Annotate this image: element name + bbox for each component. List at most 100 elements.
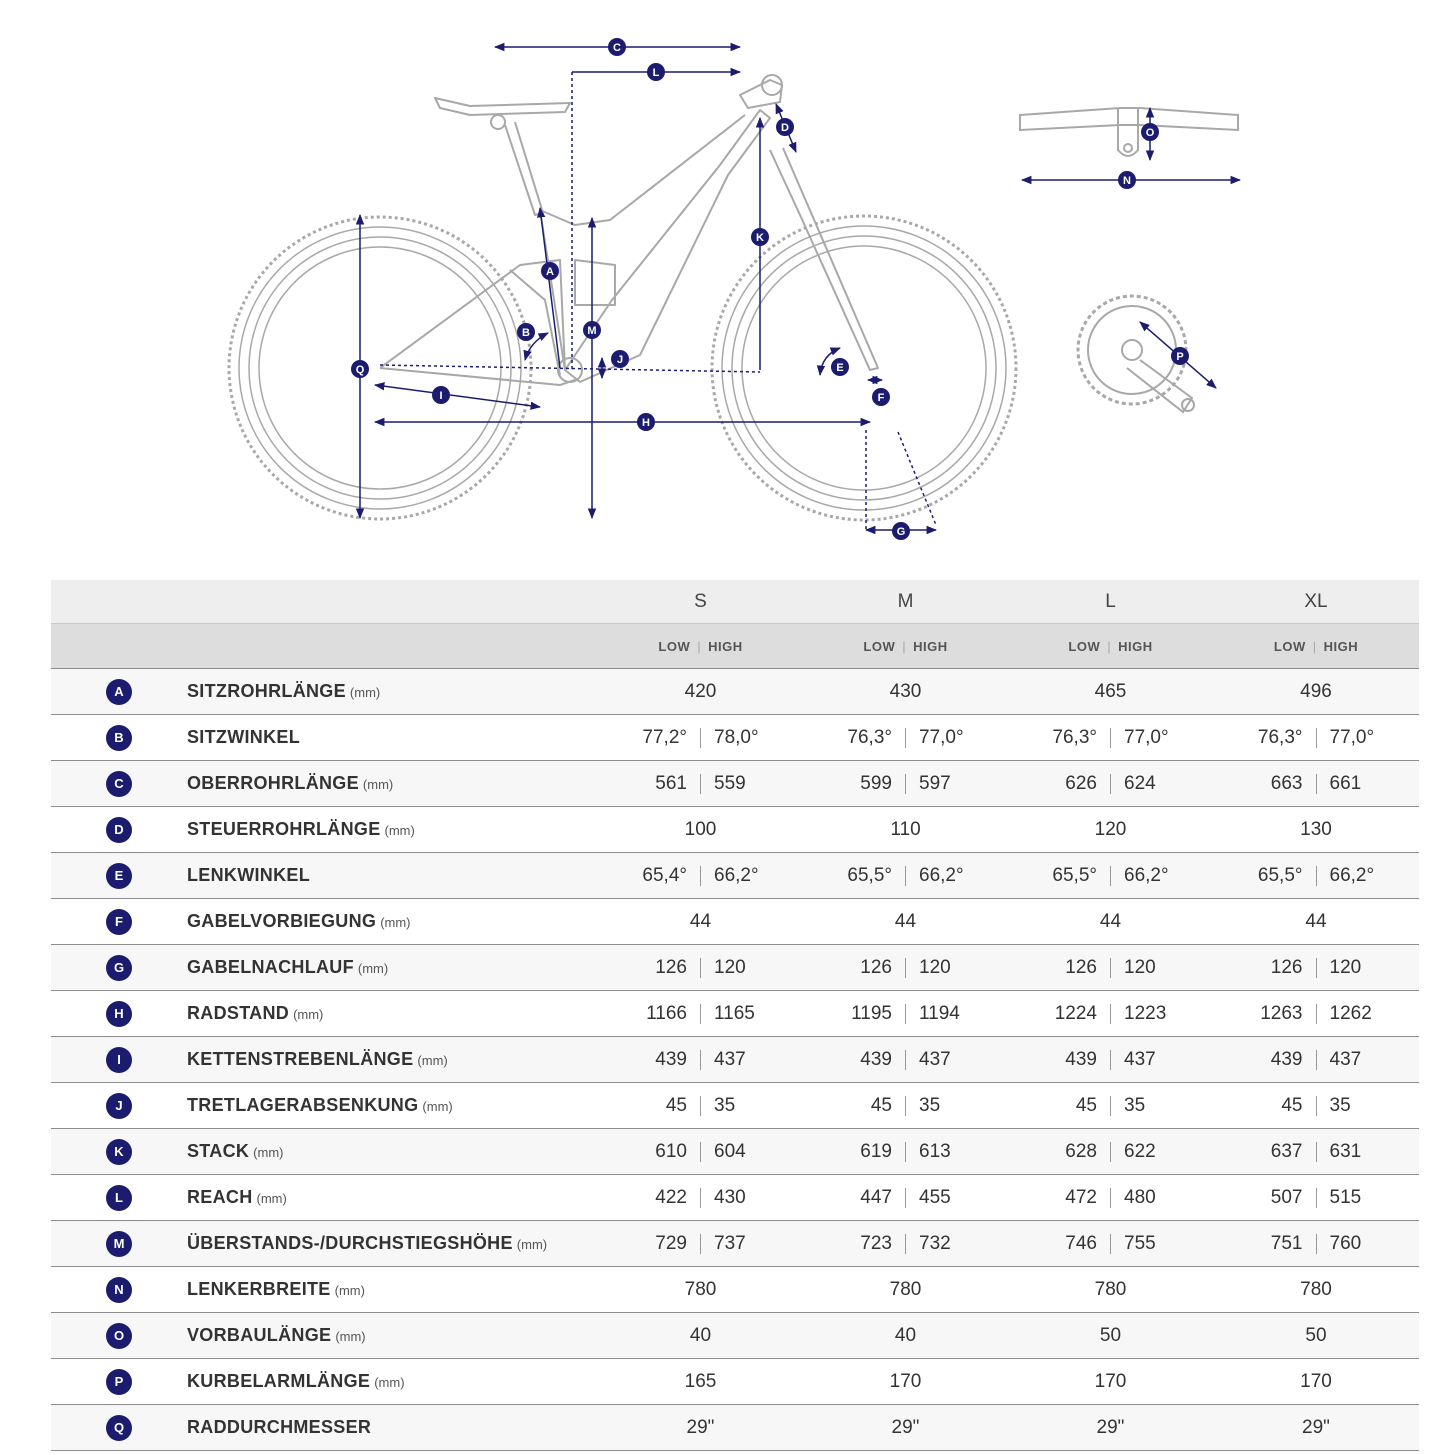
low-value: 626: [1065, 772, 1097, 794]
value-divider: [1315, 727, 1317, 748]
low-value: 507: [1270, 1186, 1303, 1208]
svg-text:F: F: [878, 392, 885, 404]
low-value: 126: [1270, 956, 1303, 978]
low-value: 422: [655, 1186, 687, 1208]
table-row: E LENKWINKEL 65,4° 66,2° 65,5° 66,2° 65,5° 66,2…: [51, 852, 1419, 899]
single-value: 100: [684, 818, 717, 840]
low-value: 619: [860, 1140, 892, 1162]
value-divider: [905, 1095, 906, 1116]
high-value: 437: [714, 1048, 746, 1070]
value-divider: [1110, 727, 1111, 748]
size-header-row: S M L XL: [51, 580, 1419, 624]
row-key-badge: C: [106, 770, 132, 797]
single-value: 496: [1300, 680, 1332, 702]
value-divider: [700, 1141, 701, 1162]
row-unit: (mm): [380, 914, 411, 930]
size-l-header: L: [1008, 580, 1213, 624]
high-value: 622: [1124, 1140, 1156, 1162]
single-value: 40: [894, 1324, 917, 1346]
row-label: STEUERROHRLÄNGE: [187, 818, 381, 839]
size-value-cell: 76,3° 77,0°: [1213, 714, 1419, 761]
handlebar-detail: [1019, 107, 1239, 157]
single-value: 170: [1300, 1370, 1332, 1392]
low-value: 76,3°: [1257, 726, 1303, 748]
value-divider: [1110, 1049, 1111, 1070]
low-value: 126: [1065, 956, 1097, 978]
table-row: D STEUERROHRLÄNGE (mm) 100 110 120 130: [51, 806, 1419, 853]
low-value: 599: [860, 772, 892, 794]
low-value: 439: [655, 1048, 687, 1070]
size-value-cell: 165: [598, 1358, 803, 1405]
high-value: 1194: [919, 1002, 960, 1024]
size-value-cell: 40: [598, 1312, 803, 1359]
row-key-badge: P: [106, 1368, 132, 1395]
single-value: 130: [1300, 818, 1332, 840]
size-value-cell: 120: [1008, 806, 1213, 853]
row-unit: (mm): [422, 1098, 453, 1114]
table-row: H RADSTAND (mm) 1166 1165 1195 1194 1224 1223 126…: [51, 990, 1419, 1037]
row-key-badge: O: [106, 1322, 132, 1349]
marker-i-icon: I: [432, 386, 450, 404]
value-divider: [1315, 1187, 1317, 1208]
low-value: 610: [655, 1140, 687, 1162]
row-label: KURBELARMLÄNGE: [187, 1370, 371, 1391]
marker-c-icon: C: [608, 38, 626, 56]
table-row: F GABELVORBIEGUNG (mm) 44 44 44 44: [51, 898, 1419, 945]
low-value: 76,3°: [1052, 726, 1097, 748]
value-divider: [700, 773, 701, 794]
high-value: 480: [1124, 1186, 1156, 1208]
size-value-cell: 610 604: [598, 1128, 803, 1175]
size-value-cell: 110: [803, 806, 1008, 853]
low-value: 45: [665, 1094, 687, 1116]
value-divider: [700, 1233, 701, 1254]
single-value: 465: [1094, 680, 1127, 702]
svg-text:I: I: [439, 390, 442, 402]
value-divider: [700, 1187, 701, 1208]
table-row: I KETTENSTREBENLÄNGE (mm) 439 437 439 437 439 43…: [51, 1036, 1419, 1083]
row-label: KETTENSTREBENLÄNGE: [187, 1048, 414, 1069]
svg-text:G: G: [897, 526, 906, 538]
marker-f-icon: F: [872, 388, 890, 406]
size-value-cell: 420: [598, 668, 803, 715]
row-unit: (mm): [417, 1052, 448, 1068]
low-high-header-row: LOW | HIGH LOW | HIGH LOW | HIGH LOW | HIGH: [51, 623, 1419, 669]
high-value: 77,0°: [919, 726, 964, 748]
high-value: 120: [714, 956, 746, 978]
single-value: 780: [889, 1278, 922, 1300]
row-label: RADDURCHMESSER: [187, 1416, 372, 1437]
row-key-badge: G: [106, 954, 132, 981]
size-value-cell: 76,3° 77,0°: [1008, 714, 1213, 761]
size-value-cell: 170: [1008, 1358, 1213, 1405]
value-divider: [905, 1233, 906, 1254]
low-high-header: LOW | HIGH: [598, 623, 803, 669]
size-m-header: M: [803, 580, 1008, 624]
high-value: 35: [714, 1094, 736, 1116]
row-unit: (mm): [293, 1006, 324, 1022]
size-value-cell: 126 120: [1213, 944, 1419, 991]
size-value-cell: 447 455: [803, 1174, 1008, 1221]
low-value: 45: [1281, 1094, 1303, 1116]
row-key-badge: H: [106, 1000, 132, 1027]
size-value-cell: 439 437: [1008, 1036, 1213, 1083]
low-value: 45: [1075, 1094, 1097, 1116]
row-unit: (mm): [253, 1144, 284, 1160]
value-divider: [1110, 773, 1111, 794]
size-value-cell: 619 613: [803, 1128, 1008, 1175]
high-value: 631: [1329, 1140, 1362, 1162]
value-divider: [905, 1003, 906, 1024]
value-divider: [905, 727, 906, 748]
size-value-cell: 465: [1008, 668, 1213, 715]
row-label: TRETLAGERABSENKUNG: [187, 1094, 419, 1115]
size-value-cell: 439 437: [803, 1036, 1008, 1083]
single-value: 50: [1099, 1324, 1122, 1346]
row-label: SITZWINKEL: [187, 726, 300, 747]
value-divider: [700, 1003, 701, 1024]
size-value-cell: 44: [803, 898, 1008, 945]
row-unit: (mm): [384, 822, 415, 838]
size-value-cell: 1166 1165: [598, 990, 803, 1037]
high-value: 430: [714, 1186, 746, 1208]
row-label: GABELNACHLAUF: [187, 956, 354, 977]
size-value-cell: 76,3° 77,0°: [803, 714, 1008, 761]
value-divider: [1315, 1095, 1317, 1116]
single-value: 780: [684, 1278, 717, 1300]
